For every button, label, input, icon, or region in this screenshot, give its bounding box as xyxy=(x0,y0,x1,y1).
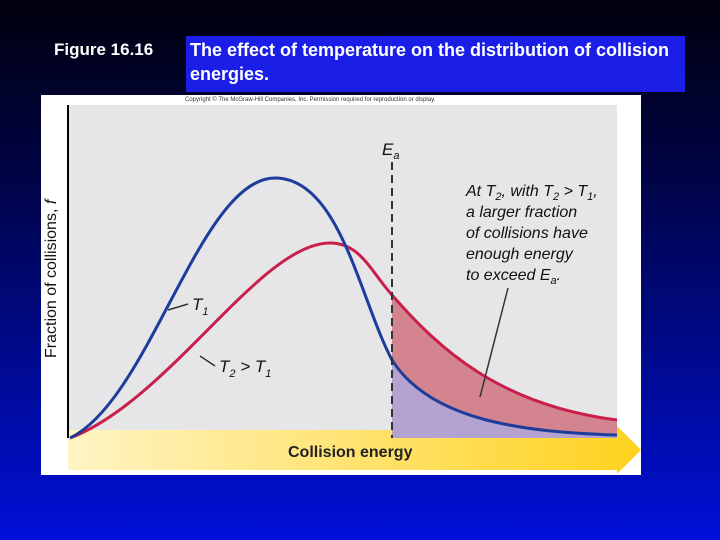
t2-leader xyxy=(199,355,216,367)
annotation-line: to exceed Ea. xyxy=(466,267,561,287)
annotation-line: enough energy xyxy=(466,246,574,263)
annotation-line: a larger fraction xyxy=(466,204,577,221)
copyright: Copyright © The McGraw-Hill Companies, I… xyxy=(185,96,436,103)
annotation-line: of collisions have xyxy=(466,225,588,242)
curve-t1 xyxy=(69,176,618,440)
plot-area xyxy=(68,105,617,438)
ea-label: Ea xyxy=(382,140,399,162)
t1-label: T1 xyxy=(192,295,209,318)
curve-t2 xyxy=(69,241,618,440)
slide-title: The effect of temperature on the distrib… xyxy=(186,36,685,92)
annotation-leader xyxy=(479,287,509,398)
t1-leader xyxy=(167,303,189,311)
area-t1 xyxy=(392,360,617,438)
area-t2 xyxy=(392,295,617,438)
annotation-line: At T2, with T2 > T1, xyxy=(465,183,598,203)
y-axis-label: Fraction of collisions, f xyxy=(43,198,60,358)
annotation: At T2, with T2 > T1, a larger fraction o… xyxy=(465,183,598,287)
figure-number: Figure 16.16 xyxy=(54,40,154,59)
t2-label: T2 > T1 xyxy=(219,357,271,380)
x-axis-label: Collision energy xyxy=(288,444,413,461)
